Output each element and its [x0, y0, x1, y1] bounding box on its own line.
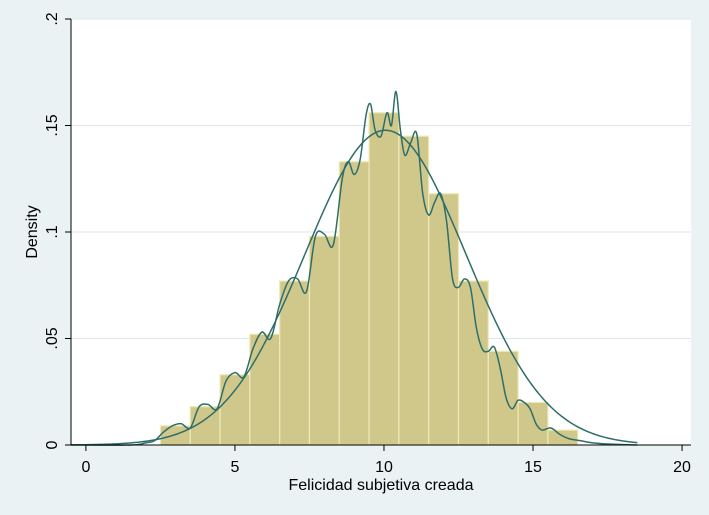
histogram-bar: [547, 429, 579, 446]
normal-density-line: [70, 129, 638, 446]
histogram-bar: [249, 333, 281, 446]
x-tick-label: 20: [673, 459, 691, 476]
y-axis-label: Density: [24, 205, 41, 258]
histogram-bar: [338, 161, 370, 446]
axes: 0 5 10 15 20 0 .05 .1 .15 .2: [44, 12, 691, 476]
y-tick-label: .2: [44, 12, 61, 25]
x-tick-label: 15: [524, 459, 542, 476]
histogram-bar: [517, 401, 549, 446]
y-tick-label: 0: [44, 440, 61, 449]
y-tick-label: .05: [44, 327, 61, 349]
histogram-bar: [428, 193, 460, 446]
histogram-bar: [398, 135, 430, 446]
histogram-bar: [368, 112, 400, 446]
x-axis-label: Felicidad subjetiva creada: [289, 477, 474, 494]
histogram-bar: [308, 235, 340, 446]
x-tick-label: 0: [81, 459, 90, 476]
histogram-bar: [487, 350, 519, 446]
density-curves: [70, 90, 638, 446]
histogram-bar: [457, 280, 489, 446]
histogram-bar: [159, 425, 191, 446]
kernel-density-line: [70, 90, 638, 446]
y-tick-label: .1: [44, 225, 61, 238]
histogram-bar: [279, 280, 311, 446]
y-tick-label: .15: [44, 114, 61, 136]
histogram-bar: [219, 374, 251, 446]
x-tick-label: 5: [230, 459, 239, 476]
x-tick-label: 10: [375, 459, 393, 476]
